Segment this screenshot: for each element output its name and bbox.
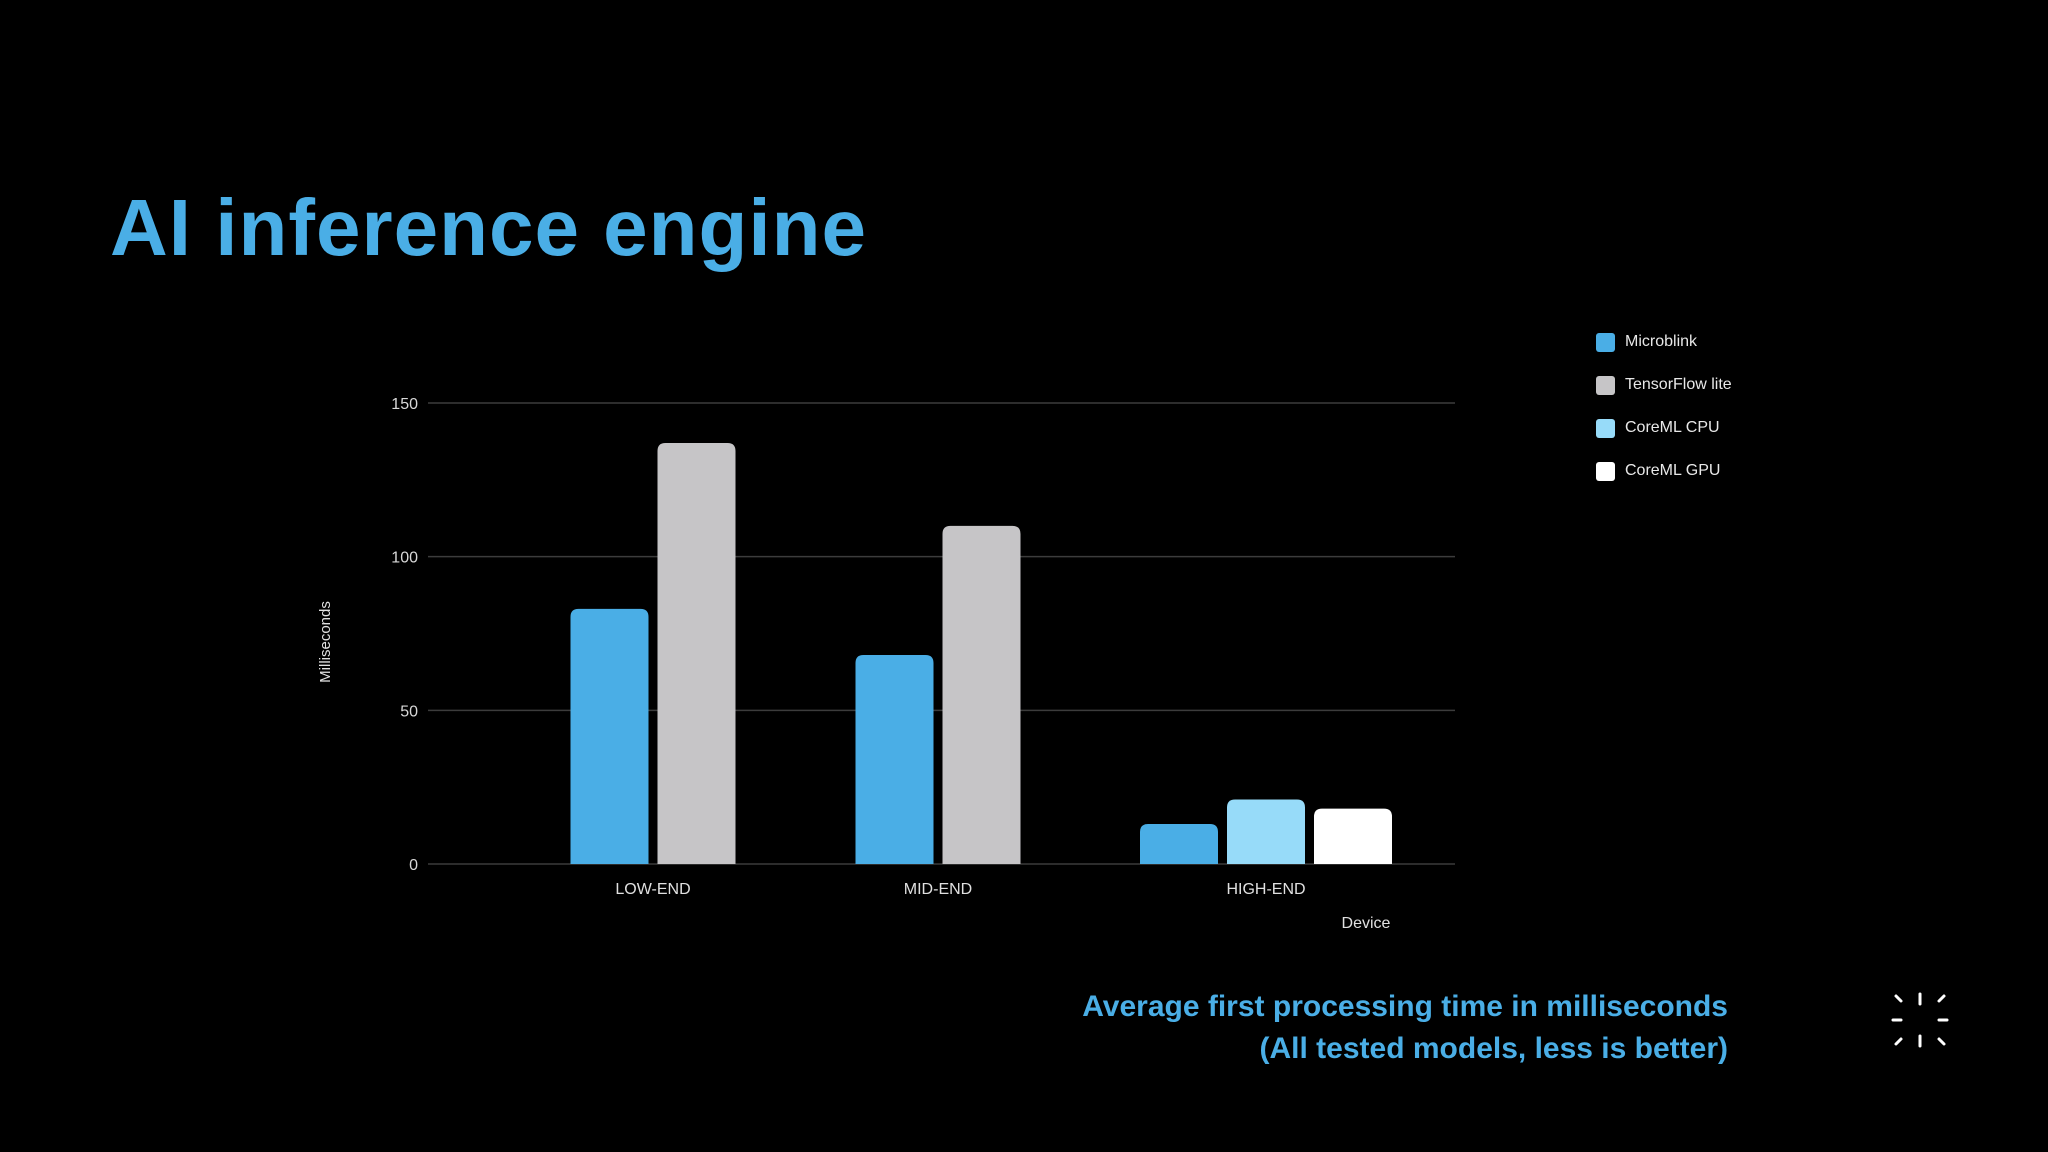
x-tick-label: MID-END	[904, 881, 972, 898]
chart-legend: Microblink TensorFlow lite CoreML CPU Co…	[1596, 332, 1732, 504]
legend-swatch-microblink	[1596, 332, 1615, 352]
y-tick-label: 100	[391, 550, 418, 567]
caption-line-1: Average first processing time in millise…	[1082, 990, 1728, 1023]
bar-high-end-microblink	[1140, 824, 1218, 864]
y-tick-label: 0	[409, 857, 418, 874]
y-tick-label: 50	[400, 703, 418, 720]
bar-high-end-coreml-cpu	[1227, 799, 1305, 864]
legend-label-microblink: Microblink	[1625, 333, 1698, 350]
bar-mid-end-tensorflow-lite	[942, 525, 1021, 864]
bar-low-end-microblink	[570, 608, 649, 864]
legend-swatch-coreml-cpu	[1596, 418, 1615, 438]
legend-item-coreml-gpu: CoreML GPU	[1596, 461, 1732, 481]
x-axis-label: Device	[1342, 915, 1391, 932]
chart-caption: Average first processing time in millise…	[1082, 986, 1728, 1070]
y-tick-label: 150	[391, 396, 418, 413]
caption-line-2: (All tested models, less is better)	[1259, 1032, 1728, 1065]
legend-label-coreml-cpu: CoreML CPU	[1625, 419, 1720, 436]
bar-low-end-tensorflow-lite	[657, 442, 736, 864]
legend-label-coreml-gpu: CoreML GPU	[1625, 462, 1721, 479]
legend-swatch-tensorflow-lite	[1596, 375, 1615, 395]
y-axis-label: Milliseconds	[317, 601, 334, 683]
x-tick-label: LOW-END	[615, 881, 690, 898]
slide-title: AI inference engine	[110, 183, 867, 272]
legend-item-tensorflow-lite: TensorFlow lite	[1596, 375, 1732, 395]
x-tick-label: HIGH-END	[1226, 881, 1305, 898]
legend-item-coreml-cpu: CoreML CPU	[1596, 418, 1732, 438]
legend-item-microblink: Microblink	[1596, 332, 1732, 352]
legend-swatch-coreml-gpu	[1596, 461, 1615, 481]
bar-high-end-coreml-gpu	[1314, 808, 1392, 864]
bar-mid-end-microblink	[855, 655, 934, 864]
legend-label-tensorflow-lite: TensorFlow lite	[1625, 376, 1732, 393]
sparkle-burst-icon	[1891, 992, 1949, 1048]
